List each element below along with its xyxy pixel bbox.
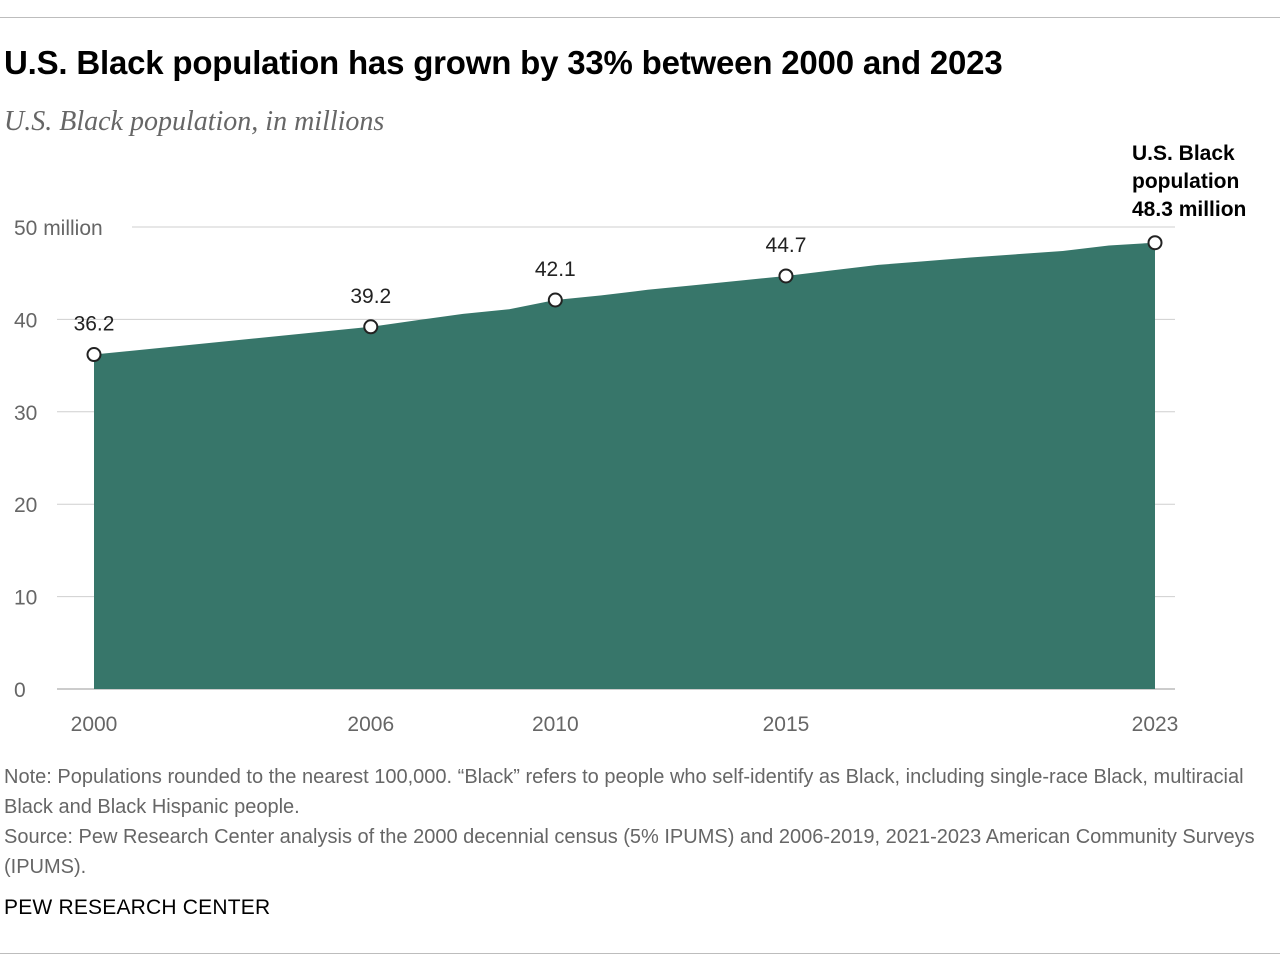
note-text: Note: Populations rounded to the nearest…: [4, 766, 1244, 818]
x-tick-label: 2010: [532, 713, 579, 736]
x-tick-label: 2015: [763, 713, 810, 736]
top-rule: [0, 17, 1280, 18]
data-point-marker: [547, 292, 563, 308]
chart-subtitle: U.S. Black population, in millions: [4, 106, 385, 137]
annotation-line: 48.3 million: [1132, 198, 1246, 221]
x-tick-label: 2023: [1132, 713, 1179, 736]
data-labels: 36.2 39.2 42.1 44.7: [74, 234, 807, 336]
x-tick-label: 2006: [347, 713, 394, 736]
y-tick-label: 40: [14, 309, 37, 332]
notes-block: Note: Populations rounded to the nearest…: [4, 762, 1264, 882]
source-text: Source: Pew Research Center analysis of …: [4, 826, 1255, 878]
y-axis-tick-labels: 50 million 40 30 20 10 0: [14, 217, 103, 702]
chart-title: U.S. Black population has grown by 33% b…: [4, 44, 1003, 81]
annotation-line: population: [1132, 170, 1239, 193]
data-markers: [86, 235, 1163, 363]
population-area: [94, 242, 1155, 689]
data-label: 42.1: [535, 258, 576, 281]
y-tick-label: 0: [14, 679, 26, 702]
data-point-marker: [1147, 235, 1163, 251]
y-tick-label: 20: [14, 494, 37, 517]
data-label: 36.2: [74, 313, 115, 336]
annotation-line: U.S. Black: [1132, 142, 1235, 165]
x-tick-label: 2000: [71, 713, 118, 736]
data-point-marker: [86, 347, 102, 363]
data-point-marker: [778, 268, 794, 284]
y-tick-label: 10: [14, 587, 37, 610]
end-annotation: U.S. Black population 48.3 million: [1132, 142, 1246, 221]
y-tick-label: 50 million: [14, 217, 103, 240]
y-tick-label: 30: [14, 402, 37, 425]
brand-name: PEW RESEARCH CENTER: [4, 896, 271, 919]
x-axis-tick-labels: 2000 2006 2010 2015 2023: [71, 713, 1179, 736]
data-label: 39.2: [350, 285, 391, 308]
bottom-rule: [0, 953, 1280, 954]
data-point-marker: [363, 319, 379, 335]
data-label: 44.7: [766, 234, 807, 257]
